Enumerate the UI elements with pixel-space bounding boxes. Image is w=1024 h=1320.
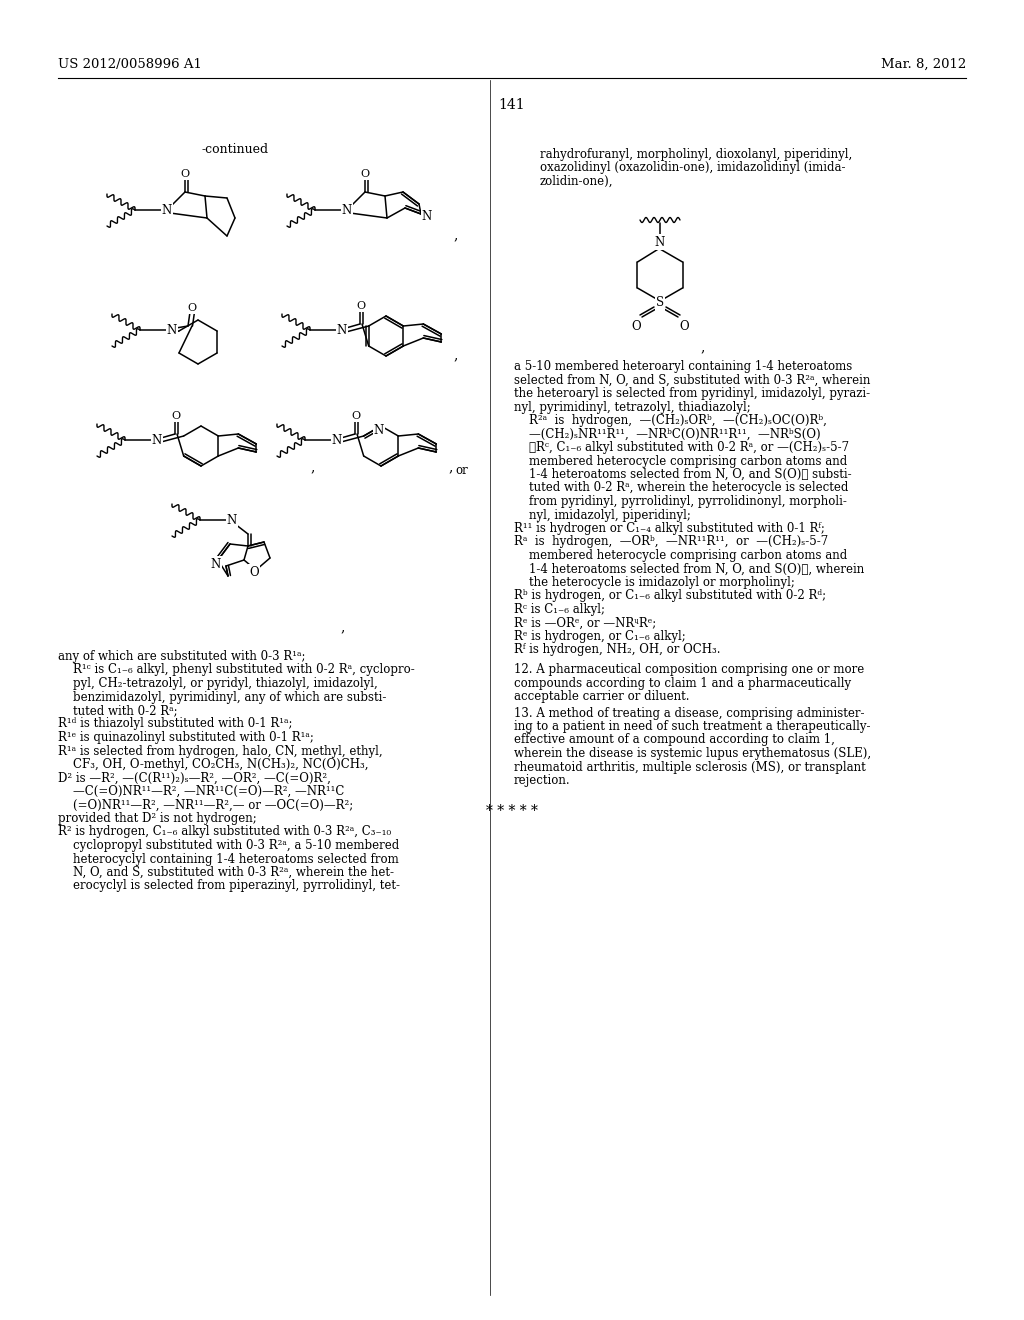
Text: selected from N, O, and S, substituted with 0-3 R²ᵃ, wherein: selected from N, O, and S, substituted w… — [514, 374, 870, 387]
Text: CF₃, OH, O-methyl, CO₂CH₃, N(CH₃)₂, NC(O)CH₃,: CF₃, OH, O-methyl, CO₂CH₃, N(CH₃)₂, NC(O… — [58, 758, 369, 771]
Text: ing to a patient in need of such treatment a therapeutically-: ing to a patient in need of such treatme… — [514, 719, 870, 733]
Text: ₝Rᶜ, C₁₋₆ alkyl substituted with 0-2 Rᵃ, or —(CH₂)ₛ-5-7: ₝Rᶜ, C₁₋₆ alkyl substituted with 0-2 Rᵃ,… — [514, 441, 849, 454]
Text: N: N — [332, 433, 342, 446]
Text: ,: , — [310, 459, 314, 474]
Text: cyclopropyl substituted with 0-3 R²ᵃ, a 5-10 membered: cyclopropyl substituted with 0-3 R²ᵃ, a … — [58, 840, 399, 851]
Text: N: N — [655, 235, 666, 248]
Text: 1-4 heteroatoms selected from N, O, and S(O)₝, wherein: 1-4 heteroatoms selected from N, O, and … — [514, 562, 864, 576]
Text: ,: , — [340, 620, 344, 634]
Text: any of which are substituted with 0-3 R¹ᵃ;: any of which are substituted with 0-3 R¹… — [58, 649, 305, 663]
Text: O: O — [356, 301, 366, 312]
Text: N: N — [422, 210, 432, 223]
Text: 12. A pharmaceutical composition comprising one or more: 12. A pharmaceutical composition compris… — [514, 663, 864, 676]
Text: D² is —R², —(C(R¹¹)₂)ₛ—R², —OR², —C(=O)R²,: D² is —R², —(C(R¹¹)₂)ₛ—R², —OR², —C(=O)R… — [58, 771, 331, 784]
Text: ,: , — [449, 459, 453, 474]
Text: * * * * *: * * * * * — [486, 804, 538, 818]
Text: N: N — [152, 433, 162, 446]
Text: rheumatoid arthritis, multiple sclerosis (MS), or transplant: rheumatoid arthritis, multiple sclerosis… — [514, 760, 865, 774]
Text: —(CH₂)ₛNR¹¹R¹¹,  —NRᵇC(O)NR¹¹R¹¹,  —NRᵇS(O): —(CH₂)ₛNR¹¹R¹¹, —NRᵇC(O)NR¹¹R¹¹, —NRᵇS(O… — [514, 428, 820, 441]
Text: effective amount of a compound according to claim 1,: effective amount of a compound according… — [514, 734, 835, 747]
Text: nyl, imidazolyl, piperidinyl;: nyl, imidazolyl, piperidinyl; — [514, 508, 691, 521]
Text: O: O — [360, 169, 370, 180]
Text: R¹ᵉ is quinazolinyl substituted with 0-1 R¹ᵃ;: R¹ᵉ is quinazolinyl substituted with 0-1… — [58, 731, 314, 744]
Text: provided that D² is not hydrogen;: provided that D² is not hydrogen; — [58, 812, 257, 825]
Text: Rᵇ is hydrogen, or C₁₋₆ alkyl substituted with 0-2 Rᵈ;: Rᵇ is hydrogen, or C₁₋₆ alkyl substitute… — [514, 590, 826, 602]
Text: Rᵉ is hydrogen, or C₁₋₆ alkyl;: Rᵉ is hydrogen, or C₁₋₆ alkyl; — [514, 630, 686, 643]
Text: ,: , — [700, 341, 705, 354]
Text: Rᶠ is hydrogen, NH₂, OH, or OCH₃.: Rᶠ is hydrogen, NH₂, OH, or OCH₃. — [514, 644, 721, 656]
Text: Rᵉ is —ORᵉ, or —NRᶣRᵉ;: Rᵉ is —ORᵉ, or —NRᶣRᵉ; — [514, 616, 656, 630]
Text: —C(=O)NR¹¹—R², —NR¹¹C(=O)—R², —NR¹¹C: —C(=O)NR¹¹—R², —NR¹¹C(=O)—R², —NR¹¹C — [58, 785, 344, 799]
Text: R² is hydrogen, C₁₋₆ alkyl substituted with 0-3 R²ᵃ, C₃₋₁₀: R² is hydrogen, C₁₋₆ alkyl substituted w… — [58, 825, 391, 838]
Text: zolidin-one),: zolidin-one), — [540, 176, 613, 187]
Text: S: S — [656, 297, 664, 309]
Text: O: O — [180, 169, 189, 180]
Text: O: O — [249, 565, 259, 578]
Text: ,: , — [453, 228, 458, 242]
Text: acceptable carrier or diluent.: acceptable carrier or diluent. — [514, 690, 689, 704]
Text: benzimidazolyl, pyrimidinyl, any of which are substi-: benzimidazolyl, pyrimidinyl, any of whic… — [58, 690, 386, 704]
Text: a 5-10 membered heteroaryl containing 1-4 heteroatoms: a 5-10 membered heteroaryl containing 1-… — [514, 360, 852, 374]
Text: Rᶜ is C₁₋₆ alkyl;: Rᶜ is C₁₋₆ alkyl; — [514, 603, 605, 616]
Text: membered heterocycle comprising carbon atoms and: membered heterocycle comprising carbon a… — [514, 549, 847, 562]
Text: from pyridinyl, pyrrolidinyl, pyrrolidinonyl, morpholi-: from pyridinyl, pyrrolidinyl, pyrrolidin… — [514, 495, 847, 508]
Text: tuted with 0-2 Rᵃ, wherein the heterocycle is selected: tuted with 0-2 Rᵃ, wherein the heterocyc… — [514, 482, 848, 495]
Text: 141: 141 — [499, 98, 525, 112]
Text: O: O — [679, 321, 689, 334]
Text: (=O)NR¹¹—R², —NR¹¹—R²,— or —OC(=O)—R²;: (=O)NR¹¹—R², —NR¹¹—R²,— or —OC(=O)—R²; — [58, 799, 353, 812]
Text: N: N — [342, 203, 352, 216]
Text: nyl, pyrimidinyl, tetrazolyl, thiadiazolyl;: nyl, pyrimidinyl, tetrazolyl, thiadiazol… — [514, 400, 751, 413]
Text: -continued: -continued — [202, 143, 268, 156]
Text: 13. A method of treating a disease, comprising administer-: 13. A method of treating a disease, comp… — [514, 706, 864, 719]
Text: rahydrofuranyl, morpholinyl, dioxolanyl, piperidinyl,: rahydrofuranyl, morpholinyl, dioxolanyl,… — [540, 148, 852, 161]
Text: wherein the disease is systemic lupus erythematosus (SLE),: wherein the disease is systemic lupus er… — [514, 747, 871, 760]
Text: the heterocycle is imidazolyl or morpholinyl;: the heterocycle is imidazolyl or morphol… — [514, 576, 795, 589]
Text: R¹ᵃ is selected from hydrogen, halo, CN, methyl, ethyl,: R¹ᵃ is selected from hydrogen, halo, CN,… — [58, 744, 383, 758]
Text: the heteroaryl is selected from pyridinyl, imidazolyl, pyrazi-: the heteroaryl is selected from pyridiny… — [514, 387, 870, 400]
Text: Mar. 8, 2012: Mar. 8, 2012 — [881, 58, 966, 71]
Text: O: O — [351, 411, 360, 421]
Text: compounds according to claim 1 and a pharmaceutically: compounds according to claim 1 and a pha… — [514, 676, 851, 689]
Text: N: N — [227, 513, 238, 527]
Text: N: N — [374, 424, 384, 437]
Text: Rᵃ  is  hydrogen,  —ORᵇ,  —NR¹¹R¹¹,  or  —(CH₂)ₛ-5-7: Rᵃ is hydrogen, —ORᵇ, —NR¹¹R¹¹, or —(CH₂… — [514, 536, 828, 549]
Text: membered heterocycle comprising carbon atoms and: membered heterocycle comprising carbon a… — [514, 454, 847, 467]
Text: O: O — [187, 304, 197, 313]
Text: R¹ᵈ is thiazolyl substituted with 0-1 R¹ᵃ;: R¹ᵈ is thiazolyl substituted with 0-1 R¹… — [58, 718, 293, 730]
Text: O: O — [171, 411, 180, 421]
Text: oxazolidinyl (oxazolidin-one), imidazolidinyl (imida-: oxazolidinyl (oxazolidin-one), imidazoli… — [540, 161, 846, 174]
Text: O: O — [631, 321, 641, 334]
Text: tuted with 0-2 Rᵃ;: tuted with 0-2 Rᵃ; — [58, 704, 177, 717]
Text: or: or — [455, 465, 468, 477]
Text: N: N — [167, 323, 177, 337]
Text: US 2012/0058996 A1: US 2012/0058996 A1 — [58, 58, 202, 71]
Text: erocyclyl is selected from piperazinyl, pyrrolidinyl, tet-: erocyclyl is selected from piperazinyl, … — [58, 879, 400, 892]
Text: N: N — [162, 203, 172, 216]
Text: N: N — [211, 557, 221, 570]
Text: N, O, and S, substituted with 0-3 R²ᵃ, wherein the het-: N, O, and S, substituted with 0-3 R²ᵃ, w… — [58, 866, 394, 879]
Text: N: N — [337, 323, 347, 337]
Text: R²ᵃ  is  hydrogen,  —(CH₂)ₛORᵇ,  —(CH₂)ₛOC(O)Rᵇ,: R²ᵃ is hydrogen, —(CH₂)ₛORᵇ, —(CH₂)ₛOC(O… — [514, 414, 826, 426]
Text: pyl, CH₂-tetrazolyl, or pyridyl, thiazolyl, imidazolyl,: pyl, CH₂-tetrazolyl, or pyridyl, thiazol… — [58, 677, 378, 690]
Text: ,: , — [453, 348, 458, 362]
Text: rejection.: rejection. — [514, 774, 570, 787]
Text: 1-4 heteroatoms selected from N, O, and S(O)₝ substi-: 1-4 heteroatoms selected from N, O, and … — [514, 469, 852, 480]
Text: R¹¹ is hydrogen or C₁₋₄ alkyl substituted with 0-1 Rᶠ;: R¹¹ is hydrogen or C₁₋₄ alkyl substitute… — [514, 521, 825, 535]
Text: R¹ᶜ is C₁₋₆ alkyl, phenyl substituted with 0-2 Rᵃ, cyclopro-: R¹ᶜ is C₁₋₆ alkyl, phenyl substituted wi… — [58, 664, 415, 676]
Text: heterocyclyl containing 1-4 heteroatoms selected from: heterocyclyl containing 1-4 heteroatoms … — [58, 853, 398, 866]
